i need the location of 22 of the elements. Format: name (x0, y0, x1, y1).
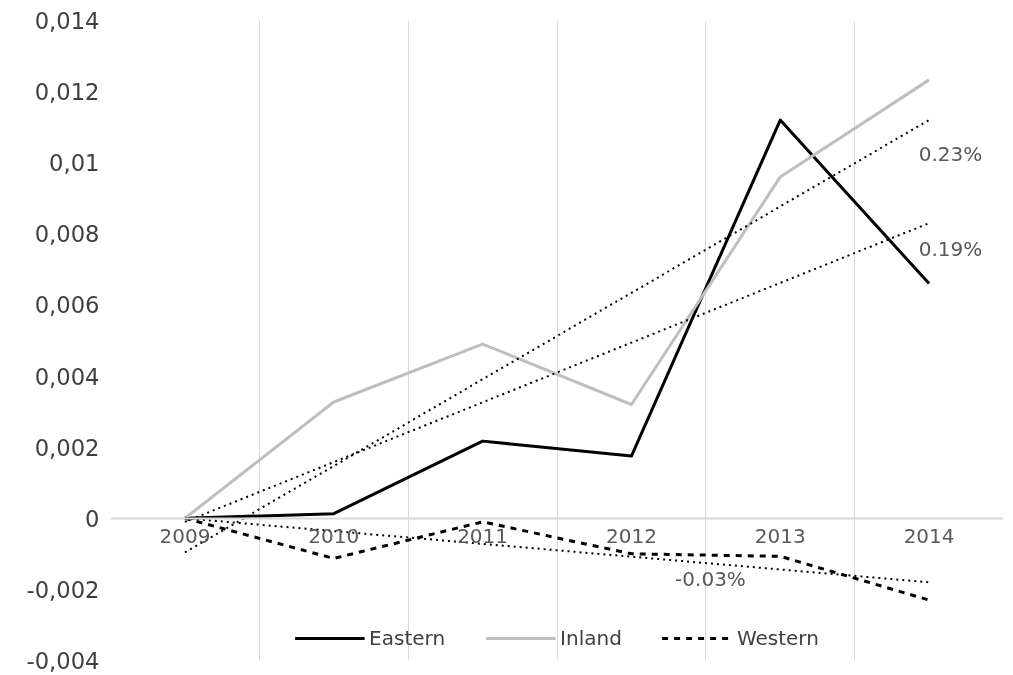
y-tick-label: 0,008 (34, 221, 100, 248)
x-tick-label: 2009 (159, 524, 211, 549)
y-tick-label: 0,014 (34, 8, 100, 34)
y-tick-label: 0,01 (49, 150, 100, 177)
legend-label: Western (736, 626, 819, 650)
annotation: -0.03% (675, 566, 746, 591)
y-tick-label: -0,004 (26, 648, 100, 674)
x-tick-label: 2013 (754, 524, 806, 549)
y-tick-label: 0,004 (34, 363, 100, 390)
y-tick-label: -0,002 (26, 576, 100, 603)
y-tick-label: 0,006 (34, 292, 100, 319)
legend-label: Inland (560, 626, 622, 650)
annotation: 0.23% (918, 141, 983, 166)
x-tick-label: 2014 (903, 524, 955, 549)
y-tick-label: 0,002 (34, 434, 100, 461)
y-tick-label: 0,012 (34, 79, 100, 106)
x-tick-label: 2012 (605, 524, 657, 549)
y-tick-label: 0 (85, 505, 100, 532)
legend-label: Eastern (369, 626, 446, 650)
annotation: 0.19% (918, 236, 983, 261)
x-tick-label: 2011 (457, 524, 509, 549)
x-tick-label: 2010 (308, 524, 360, 549)
